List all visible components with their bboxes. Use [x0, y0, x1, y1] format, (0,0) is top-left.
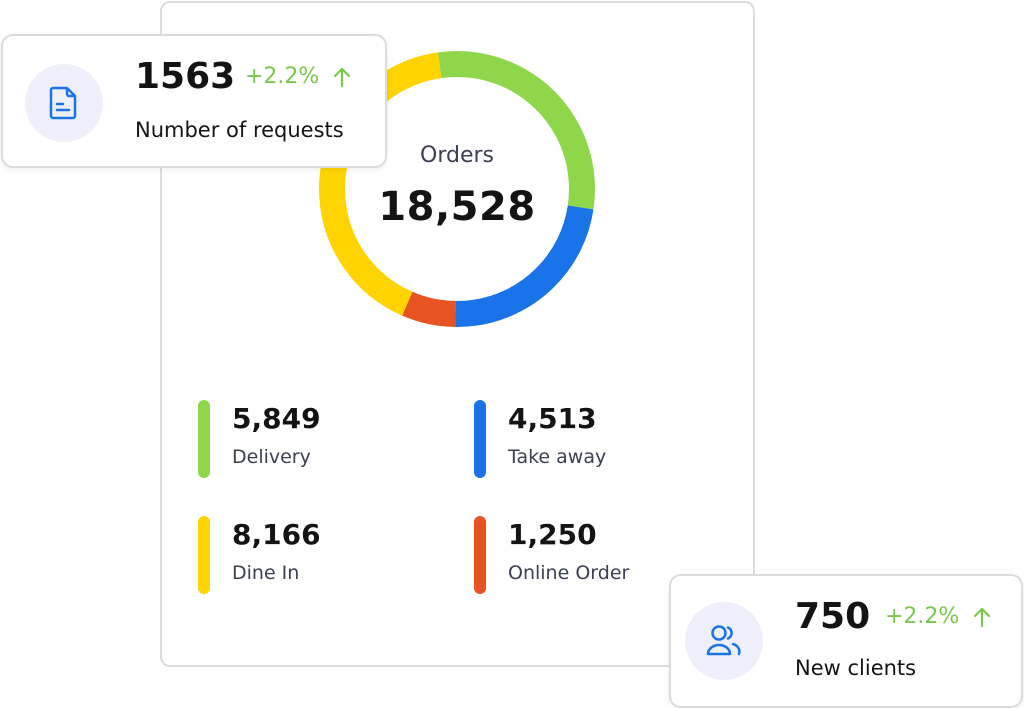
- users-icon: [706, 625, 741, 656]
- clients-value: 750: [795, 596, 871, 637]
- legend-item-take-away: 4,513 Take away: [474, 400, 704, 480]
- legend-swatch-delivery: [198, 400, 210, 478]
- orders-title: Orders: [420, 142, 494, 168]
- legend-swatch-online-order: [474, 516, 486, 594]
- legend-value-delivery: 5,849: [232, 402, 321, 435]
- legend-swatch-take-away: [474, 400, 486, 478]
- arrow-up-icon: [973, 607, 991, 628]
- donut-slice-take-away: [319, 51, 595, 327]
- clients-icon-circle: [685, 602, 763, 680]
- legend-label-online-order: Online Order: [508, 562, 630, 584]
- legend-value-dine-in: 8,166: [232, 518, 321, 551]
- requests-change: +2.2%: [245, 64, 320, 89]
- legend-label-take-away: Take away: [508, 446, 607, 468]
- arrow-up-icon: [333, 67, 351, 88]
- legend-item-dine-in: 8,166 Dine In: [198, 516, 428, 596]
- requests-label: Number of requests: [135, 118, 344, 142]
- document-icon: [49, 86, 77, 120]
- orders-donut-chart: Orders 18,528: [318, 50, 596, 328]
- clients-label: New clients: [795, 656, 917, 680]
- requests-stat-card: 1563 +2.2% Number of requests: [1, 34, 387, 168]
- legend-value-online-order: 1,250: [508, 518, 597, 551]
- donut-slice-dine-in: [319, 51, 595, 327]
- requests-value: 1563: [135, 56, 236, 97]
- donut-center: Orders 18,528: [318, 50, 596, 328]
- legend-label-delivery: Delivery: [232, 446, 311, 468]
- legend-item-delivery: 5,849 Delivery: [198, 400, 428, 480]
- orders-total: 18,528: [378, 183, 536, 230]
- clients-change: +2.2%: [885, 604, 960, 629]
- requests-icon-circle: [25, 64, 103, 142]
- clients-stat-card: 750 +2.2% New clients: [669, 574, 1023, 708]
- legend-swatch-dine-in: [198, 516, 210, 594]
- legend-label-dine-in: Dine In: [232, 562, 300, 584]
- legend-item-online-order: 1,250 Online Order: [474, 516, 704, 596]
- legend-value-take-away: 4,513: [508, 402, 597, 435]
- donut-svg: [319, 51, 595, 327]
